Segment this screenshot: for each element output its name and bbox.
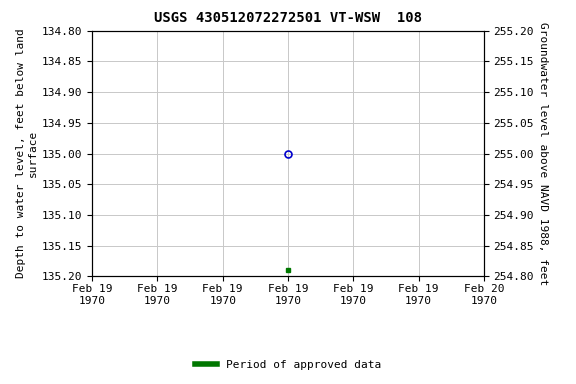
Legend: Period of approved data: Period of approved data xyxy=(191,356,385,375)
Title: USGS 430512072272501 VT-WSW  108: USGS 430512072272501 VT-WSW 108 xyxy=(154,12,422,25)
Y-axis label: Depth to water level, feet below land
surface: Depth to water level, feet below land su… xyxy=(16,29,38,278)
Y-axis label: Groundwater level above NAVD 1988, feet: Groundwater level above NAVD 1988, feet xyxy=(538,22,548,285)
